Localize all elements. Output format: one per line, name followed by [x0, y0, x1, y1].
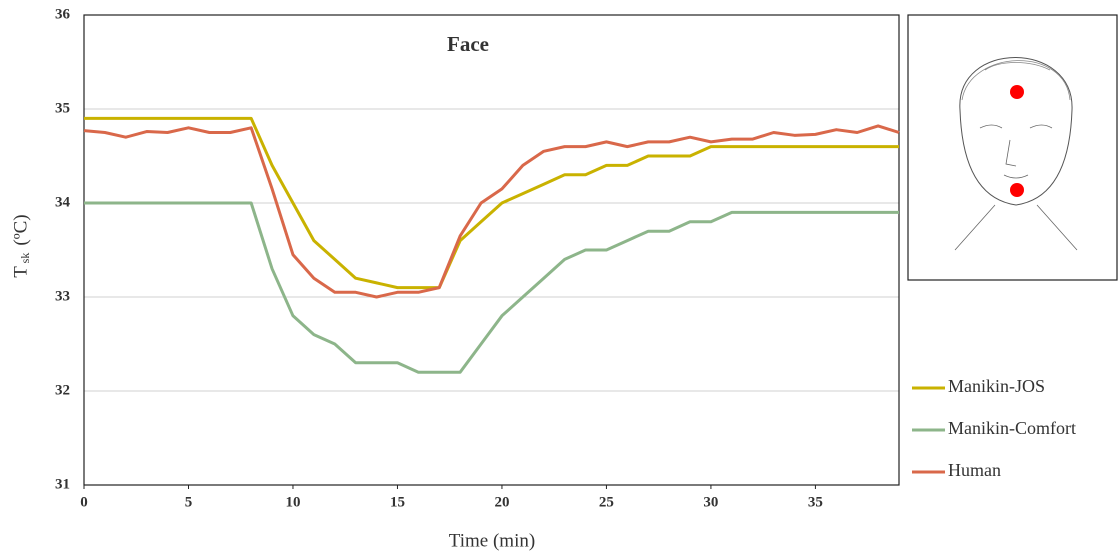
- x-tick-label: 20: [494, 494, 509, 510]
- x-tick-label: 10: [285, 494, 300, 510]
- forehead-point: [1010, 85, 1024, 99]
- face-features: [954, 124, 1078, 251]
- y-tick-label: 34: [55, 194, 71, 210]
- y-label-unit: (ºC): [10, 214, 31, 245]
- x-tick-label: 25: [599, 494, 614, 510]
- face-outline: [959, 57, 1073, 206]
- series-line: [83, 124, 900, 299]
- legend-label: Human: [948, 460, 1001, 480]
- x-tick-label: 5: [185, 494, 193, 510]
- x-tick-label: 15: [390, 494, 405, 510]
- series-line: [84, 116, 899, 290]
- x-axis-label: Time (min): [449, 530, 535, 551]
- y-label-main: T: [10, 266, 31, 278]
- y-tick-label: 31: [55, 476, 70, 492]
- y-tick-label: 36: [55, 6, 71, 22]
- y-label-sub: sk: [18, 253, 32, 264]
- diagram-frame: [907, 14, 1118, 281]
- y-axis-label: T sk (ºC): [10, 214, 31, 277]
- chin-point: [1010, 183, 1024, 197]
- x-tick-label: 0: [80, 494, 88, 510]
- x-tick-label: 30: [703, 494, 718, 510]
- series-line: [84, 201, 899, 374]
- face-diagram: [907, 14, 1118, 281]
- y-tick-label: 32: [55, 382, 70, 398]
- hair: [961, 60, 1071, 101]
- y-tick-label: 35: [55, 100, 70, 116]
- chart-title: Face: [447, 32, 489, 56]
- legend-label: Manikin-Comfort: [948, 418, 1076, 438]
- plot-frame: [83, 14, 900, 486]
- y-tick-label: 33: [55, 288, 70, 304]
- x-tick-label: 35: [808, 494, 823, 510]
- legend-label: Manikin-JOS: [948, 376, 1045, 396]
